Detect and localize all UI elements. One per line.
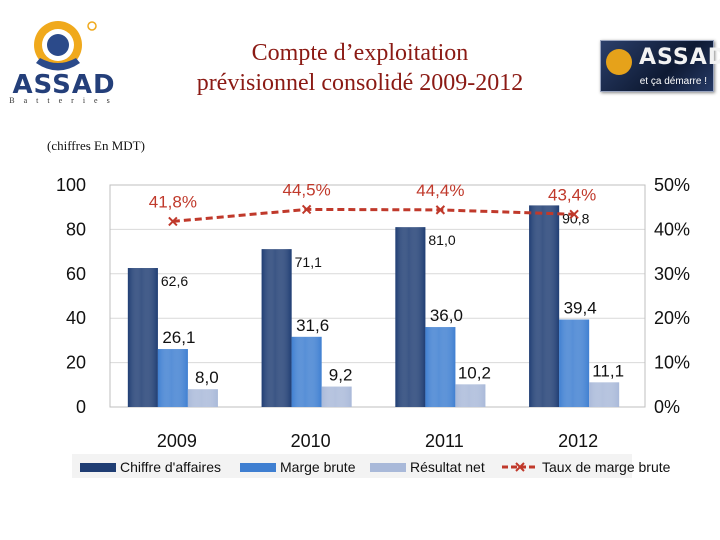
bar-resultat-net-shine: [321, 386, 352, 407]
left-axis-tick: 80: [66, 219, 86, 239]
bar-marge-brute-shine: [291, 336, 322, 407]
operating-account-chart: 0 20 40 60 80 100 0% 10% 20% 30% 40% 50% 62,6 71,1 81,…: [56, 175, 690, 478]
bar-resultat-net-shine: [589, 382, 620, 407]
bar-marge-brute-shine: [425, 327, 456, 407]
label-marge-brute: 36,0: [430, 306, 463, 325]
assad-emblem-icon: [34, 21, 97, 71]
label-resultat-net: 11,1: [592, 361, 624, 380]
page-title: Compte d’exploitation prévisionnel conso…: [150, 38, 570, 98]
legend-label: Taux de marge brute: [542, 459, 671, 475]
units-caption: (chiffres En MDT): [47, 138, 145, 153]
legend-label: Marge brute: [280, 459, 356, 475]
promo-logo-tagline: et ça démarre !: [639, 76, 707, 87]
bar-marge-brute-shine: [559, 319, 590, 407]
legend-label: Chiffre d'affaires: [120, 459, 221, 475]
taux-point: [168, 216, 178, 227]
taux-point: [435, 205, 446, 215]
left-axis-tick: 100: [56, 175, 86, 195]
left-axis-tick: 20: [66, 353, 86, 373]
label-resultat-net: 10,2: [458, 363, 491, 382]
right-axis-tick: 40%: [654, 219, 690, 239]
category-label: 2009: [157, 431, 197, 451]
left-axis-tick: 40: [66, 308, 86, 328]
legend-swatch: [80, 463, 116, 472]
taux-point: [301, 204, 312, 215]
battery-badge-icon: [606, 49, 632, 75]
label-chiffre-affaires: 81,0: [428, 232, 455, 248]
bar-chiffre-affaires-shine: [395, 227, 426, 407]
title-line-2: prévisionnel consolidé 2009-2012: [196, 70, 524, 96]
line-taux-marge-brute: [172, 207, 575, 223]
label-marge-brute: 31,6: [296, 316, 329, 335]
legend-swatch: [240, 463, 276, 472]
label-chiffre-affaires: 71,1: [295, 254, 322, 270]
label-marge-brute: 26,1: [162, 328, 195, 347]
legend-label: Résultat net: [410, 459, 485, 475]
right-axis-tick: 0%: [654, 397, 680, 417]
right-axis-tick: 30%: [654, 264, 690, 284]
plot-area: [109, 184, 646, 408]
label-taux-marge-brute: 44,4%: [416, 181, 464, 200]
bar-resultat-net-shine: [187, 389, 218, 407]
label-chiffre-affaires: 62,6: [161, 273, 188, 289]
label-marge-brute: 39,4: [564, 299, 597, 318]
title-line-1: Compte d’exploitation: [251, 40, 469, 66]
label-resultat-net: 9,2: [329, 366, 353, 385]
assad-logo: [6, 18, 124, 104]
category-label: 2011: [425, 431, 464, 451]
bar-chiffre-affaires-shine: [127, 268, 158, 407]
left-axis-tick: 60: [66, 264, 86, 284]
label-taux-marge-brute: 43,4%: [548, 185, 596, 204]
bar-chiffre-affaires-shine: [529, 205, 560, 407]
taux-point: [569, 209, 579, 220]
bar-chiffre-affaires-shine: [261, 249, 292, 407]
legend-swatch: [370, 463, 406, 472]
logo-subtext: Batteries: [9, 96, 119, 105]
promo-logo-text: ASSAD: [639, 45, 720, 70]
legend-box: [72, 454, 632, 478]
logo-wordmark: ASSAD: [12, 70, 116, 100]
right-axis-tick: 50%: [654, 175, 690, 195]
left-axis-tick: 0: [76, 397, 86, 417]
bar-resultat-net-shine: [455, 384, 486, 407]
bar-marge-brute-shine: [157, 349, 188, 407]
category-label: 2012: [558, 431, 598, 451]
label-taux-marge-brute: 44,5%: [283, 180, 331, 199]
assad-promo-logo: ASSAD et ça démarre !: [600, 40, 720, 92]
label-resultat-net: 8,0: [195, 368, 219, 387]
label-taux-marge-brute: 41,8%: [149, 192, 197, 211]
category-label: 2010: [291, 431, 331, 451]
right-axis-tick: 10%: [654, 353, 690, 373]
legend-marker: [515, 462, 525, 472]
right-axis-tick: 20%: [654, 308, 690, 328]
